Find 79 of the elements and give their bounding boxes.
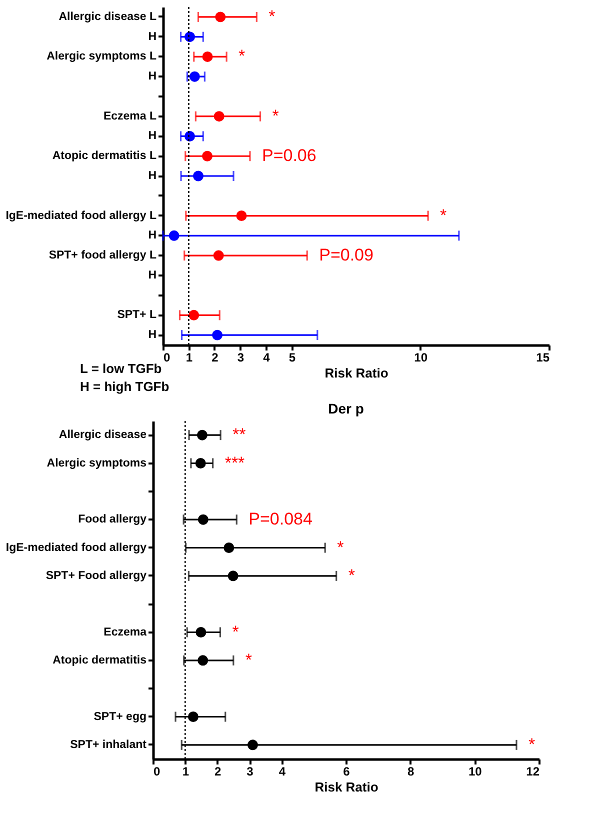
y-tick-label: Alergic symptoms L: [46, 50, 156, 63]
y-tick-label: Eczema: [104, 626, 148, 638]
y-tick-label: SPT+ egg: [94, 710, 146, 723]
point: [168, 230, 180, 241]
point: [214, 111, 224, 122]
annotation: ***: [224, 453, 246, 472]
x-tick-label: 4: [278, 764, 286, 778]
y-tick-label: Food allergy: [78, 514, 148, 526]
y-tick-label: Allergic disease: [58, 429, 146, 442]
x-tick-label: 4: [263, 350, 270, 364]
point: [213, 250, 224, 261]
point: [188, 310, 200, 320]
y-tick-label: SPT+ Food allergy: [46, 570, 148, 582]
x-tick-label: 6: [343, 764, 350, 778]
annotation: *: [238, 46, 246, 66]
point: [247, 740, 258, 750]
annotation: *: [440, 206, 448, 225]
x-tick-label: 10: [414, 350, 428, 364]
text: H = high TGFb: [80, 378, 170, 396]
x-tick-label: 5: [288, 350, 296, 364]
annotation: *: [245, 650, 252, 670]
x-tick-label: 3: [237, 350, 244, 364]
annotation: **: [232, 425, 246, 444]
annotation: P=0.09: [319, 246, 374, 265]
point: [228, 570, 238, 582]
y-tick-label: SPT+ food allergy L: [48, 250, 156, 262]
point: [196, 627, 206, 638]
chart-title: Der p: [328, 400, 364, 416]
x-axis-title: Risk Ratio: [314, 780, 378, 794]
text: L = low TGFb: [80, 361, 162, 376]
x-tick-label: 3: [246, 764, 254, 778]
x-tick-label: 2: [214, 764, 222, 778]
y-tick-label: Alergic symptoms: [46, 457, 146, 470]
x-tick-label: 8: [407, 764, 414, 778]
x-axis-title: Risk Ratio: [324, 366, 388, 380]
y-tick-label: H: [148, 329, 156, 342]
x-tick-label: 0: [164, 350, 170, 364]
x-tick-label: 1: [182, 764, 190, 778]
x-tick-label: 2: [212, 350, 219, 364]
point: [189, 71, 200, 82]
point: [188, 712, 198, 722]
x-tick-label: 10: [468, 764, 482, 778]
annotation: *: [348, 566, 356, 585]
y-tick-label: SPT+ inhalant: [70, 738, 147, 751]
x-tick-label: 15: [536, 350, 550, 364]
point: [202, 51, 213, 62]
y-tick-label: H: [148, 130, 156, 142]
point: [224, 542, 234, 553]
point: [198, 514, 208, 525]
point: [212, 330, 223, 340]
y-tick-label: Allergic disease L: [58, 10, 156, 23]
annotation: P=0.084: [248, 510, 312, 529]
annotation: *: [272, 106, 280, 126]
y-tick-label: Atopic dermatitis L: [52, 150, 156, 162]
point: [202, 150, 213, 162]
y-tick-label: H: [148, 170, 156, 182]
y-tick-label: SPT+ L: [117, 309, 156, 322]
annotation: *: [232, 622, 240, 642]
y-tick-label: Atopic dermatitis: [52, 654, 146, 666]
annotation: *: [528, 734, 536, 754]
point: [196, 430, 208, 440]
annotation: *: [268, 6, 276, 26]
annotation: *: [337, 538, 344, 557]
y-tick-label: IgE-mediated food allergy: [6, 542, 148, 554]
y-tick-label: H: [148, 230, 156, 242]
y-tick-label: H: [148, 30, 156, 43]
x-tick-label: 12: [526, 764, 540, 778]
point: [215, 12, 226, 22]
x-tick-label: 0: [154, 764, 160, 778]
point: [236, 210, 247, 221]
point: [193, 170, 204, 182]
point: [195, 458, 206, 468]
y-tick-label: H: [148, 269, 156, 282]
y-tick-label: Eczema L: [103, 110, 156, 122]
y-tick-label: H: [148, 70, 156, 83]
annotation: P=0.06: [262, 146, 316, 166]
y-tick-label: IgE-mediated food allergy L: [6, 210, 156, 222]
x-tick-label: 1: [186, 350, 193, 364]
point: [198, 655, 208, 666]
